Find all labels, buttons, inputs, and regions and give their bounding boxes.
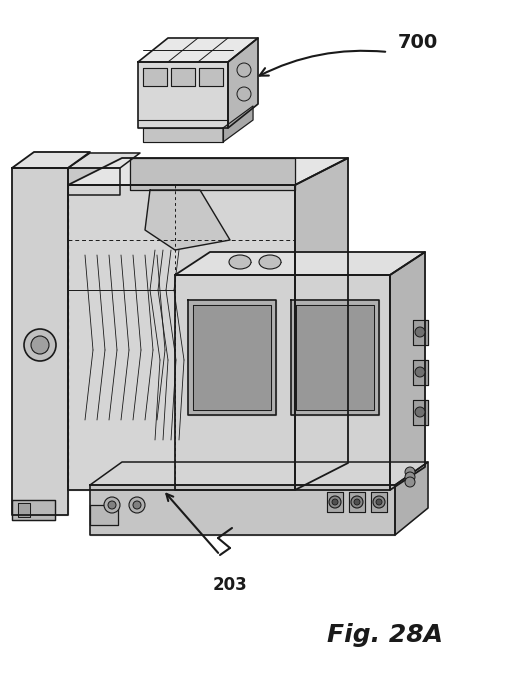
Polygon shape (138, 62, 228, 128)
Circle shape (133, 501, 141, 509)
Circle shape (405, 472, 415, 482)
Text: 203: 203 (213, 576, 248, 594)
Circle shape (332, 499, 338, 505)
Ellipse shape (259, 255, 281, 269)
Polygon shape (188, 300, 276, 415)
Polygon shape (223, 106, 253, 142)
Polygon shape (296, 305, 374, 410)
Polygon shape (413, 360, 428, 385)
Polygon shape (68, 168, 120, 195)
Polygon shape (145, 190, 230, 250)
Polygon shape (12, 152, 90, 168)
Polygon shape (371, 492, 387, 512)
Polygon shape (90, 505, 118, 525)
Polygon shape (143, 68, 167, 86)
Polygon shape (228, 38, 258, 128)
Polygon shape (138, 38, 258, 62)
Polygon shape (199, 68, 223, 86)
Circle shape (373, 496, 385, 508)
Circle shape (129, 497, 145, 513)
Polygon shape (12, 500, 55, 520)
Polygon shape (349, 492, 365, 512)
Polygon shape (327, 492, 343, 512)
Polygon shape (90, 462, 428, 485)
Circle shape (405, 467, 415, 477)
Polygon shape (395, 462, 428, 535)
Polygon shape (90, 485, 395, 535)
Circle shape (415, 367, 425, 377)
Polygon shape (130, 158, 295, 190)
Polygon shape (175, 275, 390, 490)
Polygon shape (175, 252, 425, 275)
Polygon shape (171, 68, 195, 86)
Circle shape (351, 496, 363, 508)
Polygon shape (68, 158, 348, 185)
Polygon shape (413, 400, 428, 425)
Circle shape (31, 336, 49, 354)
Polygon shape (193, 305, 271, 410)
Polygon shape (68, 185, 295, 490)
Polygon shape (12, 168, 68, 515)
Polygon shape (295, 158, 348, 490)
Polygon shape (143, 128, 223, 142)
Polygon shape (390, 252, 425, 490)
Circle shape (415, 407, 425, 417)
Text: Fig. 28A: Fig. 28A (327, 623, 443, 647)
Polygon shape (413, 320, 428, 345)
Ellipse shape (229, 255, 251, 269)
Text: 700: 700 (398, 32, 438, 51)
Circle shape (376, 499, 382, 505)
Polygon shape (68, 153, 140, 168)
Circle shape (104, 497, 120, 513)
Circle shape (329, 496, 341, 508)
Circle shape (405, 477, 415, 487)
Circle shape (354, 499, 360, 505)
Polygon shape (18, 503, 30, 517)
Circle shape (24, 329, 56, 361)
Circle shape (415, 327, 425, 337)
Circle shape (108, 501, 116, 509)
Polygon shape (291, 300, 379, 415)
